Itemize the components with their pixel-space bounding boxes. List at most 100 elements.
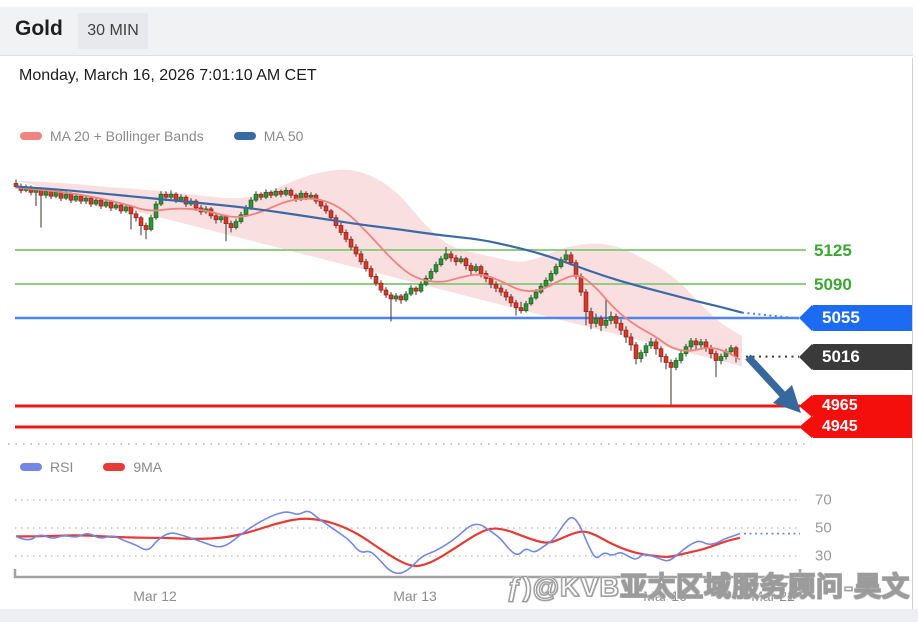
rsi-legend-label: RSI: [50, 459, 74, 475]
rsi-ma9-line: [15, 517, 741, 568]
candle-body: [268, 191, 274, 196]
candle-body: [608, 316, 614, 321]
ma20-bollinger-swatch-icon: [20, 132, 42, 140]
candle-body: [548, 273, 554, 281]
candle-body: [508, 296, 514, 304]
candle-body: [278, 190, 284, 195]
candle-body: [373, 276, 379, 284]
candle-body: [283, 189, 289, 195]
candle-body: [733, 347, 739, 357]
candle-body: [688, 340, 694, 348]
price-tag-4965: 4965: [799, 395, 913, 417]
candle-body: [678, 353, 684, 361]
ma50-dotted-extension: [741, 311, 800, 320]
candle-body: [138, 217, 144, 226]
candle-body: [248, 199, 254, 209]
candle-body: [238, 214, 244, 223]
projection-arrow-head-icon: [773, 385, 801, 413]
candle-body: [643, 345, 649, 354]
candle-body: [363, 261, 369, 269]
candle-body: [443, 253, 449, 260]
candle-body: [603, 320, 609, 326]
candle-body: [433, 264, 439, 272]
x-axis-label-mar-13: Mar 13: [393, 588, 437, 604]
candle-body: [218, 216, 224, 221]
candle-body: [638, 352, 644, 359]
candle-body: [698, 341, 704, 346]
candle-body: [473, 266, 479, 271]
candle-body: [523, 303, 529, 312]
ma50-legend-label: MA 50: [263, 128, 304, 144]
candle-body: [618, 322, 624, 331]
candle-body: [393, 295, 399, 300]
candle-body: [568, 254, 574, 264]
x-axis-label-mar-12: Mar 12: [133, 588, 177, 604]
candle-body: [63, 193, 69, 199]
candle-body: [108, 201, 114, 209]
candle-body: [43, 190, 49, 196]
watermark-text: @KVB亚太区域服务顾问-昊文: [532, 571, 910, 602]
candle-body: [553, 266, 559, 274]
candle-body: [118, 204, 124, 212]
candle-body: [418, 283, 424, 292]
x-axis-label-mar-22: Mar 22: [751, 588, 795, 604]
candle-body: [378, 282, 384, 291]
ma50-swatch-icon: [233, 132, 256, 140]
candle-body: [233, 221, 239, 228]
candle-body: [78, 195, 84, 202]
ma20-bollinger-legend-label: MA 20 + Bollinger Bands: [50, 128, 204, 144]
candle-body: [438, 258, 444, 266]
candle-body: [68, 193, 74, 201]
candle-body: [503, 291, 509, 298]
watermark-logo-icon: ƒ): [506, 571, 533, 602]
candle-body: [338, 225, 344, 233]
candle-body: [588, 311, 594, 324]
candle-body: [653, 341, 659, 350]
candle-body: [518, 307, 524, 312]
candle-body: [178, 196, 184, 201]
candle-body: [193, 200, 199, 209]
candle-body: [593, 318, 599, 324]
bottom-strip: [0, 609, 918, 622]
candle-body: [478, 266, 484, 274]
price-tag-5016: 5016: [799, 344, 913, 370]
candle-body: [728, 347, 734, 353]
instrument-title: Gold: [15, 17, 63, 40]
rsi-grid-label-70: 70: [815, 491, 832, 509]
candle-body: [563, 254, 569, 261]
ma9-legend-label: 9MA: [133, 459, 163, 475]
candle-body: [623, 329, 629, 338]
candle-body: [303, 192, 309, 198]
candle-body: [453, 257, 459, 263]
projection-arrow-shaft: [745, 354, 787, 399]
candle-body: [358, 253, 364, 263]
candle-body: [578, 276, 584, 293]
candle-body: [703, 341, 709, 349]
candle-body: [103, 201, 109, 207]
candle-body: [513, 302, 519, 309]
timeframe-badge[interactable]: 30 MIN: [78, 13, 148, 49]
candle-body: [693, 340, 699, 346]
candle-body: [128, 206, 134, 215]
candle-body: [328, 210, 334, 219]
candle-body: [458, 258, 464, 263]
candle-body: [223, 216, 229, 224]
candle-body: [148, 217, 154, 230]
rsi-grid-label-30: 30: [815, 547, 832, 565]
candle-body: [143, 225, 149, 230]
candle-body: [323, 205, 329, 212]
candle-body: [408, 287, 414, 295]
price-tag-4945: 4945: [799, 416, 913, 438]
card-right-border: [912, 58, 913, 609]
candle-body: [348, 238, 354, 248]
candle-body: [213, 215, 219, 221]
candle-body: [318, 200, 324, 207]
candle-body: [468, 265, 474, 271]
candle-body: [598, 318, 604, 326]
candle-body: [583, 291, 589, 313]
candle-body: [258, 193, 264, 198]
candle-body: [48, 190, 54, 197]
candle-body: [528, 297, 534, 305]
